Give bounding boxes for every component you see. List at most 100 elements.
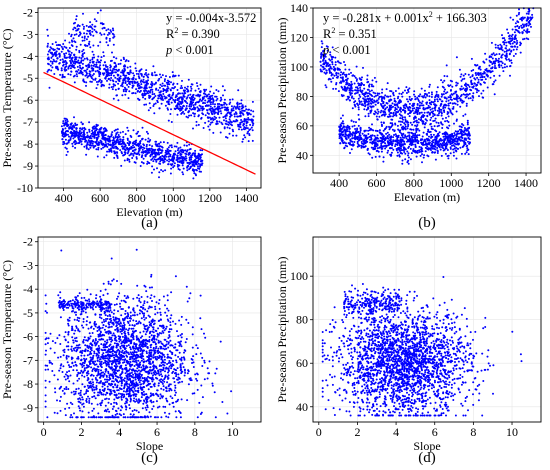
data-point (466, 93, 469, 96)
data-point (336, 60, 339, 63)
data-point (483, 72, 486, 74)
data-point (361, 76, 363, 79)
r-squared: R2 = 0.390 (166, 26, 220, 41)
data-point (413, 120, 416, 123)
data-point (151, 91, 154, 93)
data-point (131, 157, 134, 159)
data-point (145, 69, 148, 72)
data-point (355, 65, 358, 68)
data-point (192, 170, 195, 173)
data-point (408, 115, 411, 118)
data-point (335, 82, 338, 84)
data-point (389, 136, 392, 139)
data-point (187, 78, 190, 81)
data-point (353, 141, 356, 143)
data-point (142, 146, 144, 149)
data-point (81, 62, 84, 65)
data-point (341, 86, 344, 89)
data-point (170, 164, 173, 167)
data-point (527, 10, 530, 13)
data-point (81, 36, 84, 39)
data-point (413, 90, 416, 93)
data-point (252, 115, 255, 118)
data-point (208, 95, 211, 98)
x-tick-label: 1400 (514, 176, 538, 190)
data-point (71, 45, 74, 47)
data-point (87, 63, 90, 66)
data-point (378, 115, 381, 118)
data-point (189, 85, 192, 88)
data-point (461, 99, 464, 102)
data-point (157, 97, 160, 100)
data-point (389, 115, 392, 118)
data-point (423, 126, 426, 129)
data-point (148, 144, 151, 147)
data-point (392, 136, 395, 139)
data-point (92, 34, 95, 37)
data-point (523, 29, 526, 32)
data-point (451, 140, 454, 143)
data-point (475, 83, 478, 86)
fit-line (43, 71, 256, 175)
data-point (349, 152, 351, 154)
data-point (456, 140, 459, 143)
data-point (112, 43, 115, 46)
data-point (127, 76, 130, 79)
data-point (392, 115, 394, 118)
x-tick-label: 1000 (161, 191, 185, 205)
data-point (447, 139, 450, 142)
data-point (509, 16, 512, 19)
data-point (163, 160, 166, 163)
data-point (213, 118, 216, 121)
data-point (85, 24, 88, 27)
data-point (344, 64, 347, 66)
data-point (140, 74, 143, 77)
data-point (133, 142, 136, 145)
data-point (479, 68, 482, 71)
data-point (142, 157, 145, 160)
data-point (228, 103, 231, 105)
data-point (49, 60, 52, 63)
data-point (243, 109, 246, 112)
data-point (209, 105, 212, 108)
data-point (170, 81, 172, 84)
data-point (91, 23, 94, 26)
data-point (181, 164, 184, 167)
data-point (415, 109, 418, 112)
data-point (359, 90, 362, 93)
data-point (95, 125, 98, 128)
data-point (169, 153, 172, 156)
data-point (71, 142, 74, 145)
data-point (184, 155, 187, 158)
data-point (126, 137, 129, 140)
data-point (344, 144, 347, 147)
data-point (444, 120, 447, 123)
data-point (402, 146, 405, 149)
data-point (137, 97, 139, 100)
data-point (67, 324, 70, 327)
data-point (176, 154, 179, 157)
data-point (425, 103, 428, 105)
data-point (219, 99, 222, 102)
data-point (181, 362, 184, 365)
data-point (89, 21, 92, 24)
data-point (420, 141, 423, 144)
data-point (191, 154, 194, 156)
data-point (386, 106, 389, 109)
data-point (70, 70, 73, 73)
data-point (435, 121, 438, 124)
data-point (97, 141, 100, 144)
data-point (180, 155, 183, 158)
data-point (216, 97, 219, 100)
data-point (430, 133, 433, 136)
data-point (514, 52, 517, 55)
data-point (345, 98, 348, 101)
data-point (210, 112, 213, 115)
data-point (77, 138, 80, 141)
data-point (199, 149, 202, 152)
data-point (434, 145, 437, 148)
data-point (430, 135, 433, 138)
data-point (89, 46, 92, 49)
data-point (90, 144, 93, 147)
data-point (406, 127, 409, 130)
